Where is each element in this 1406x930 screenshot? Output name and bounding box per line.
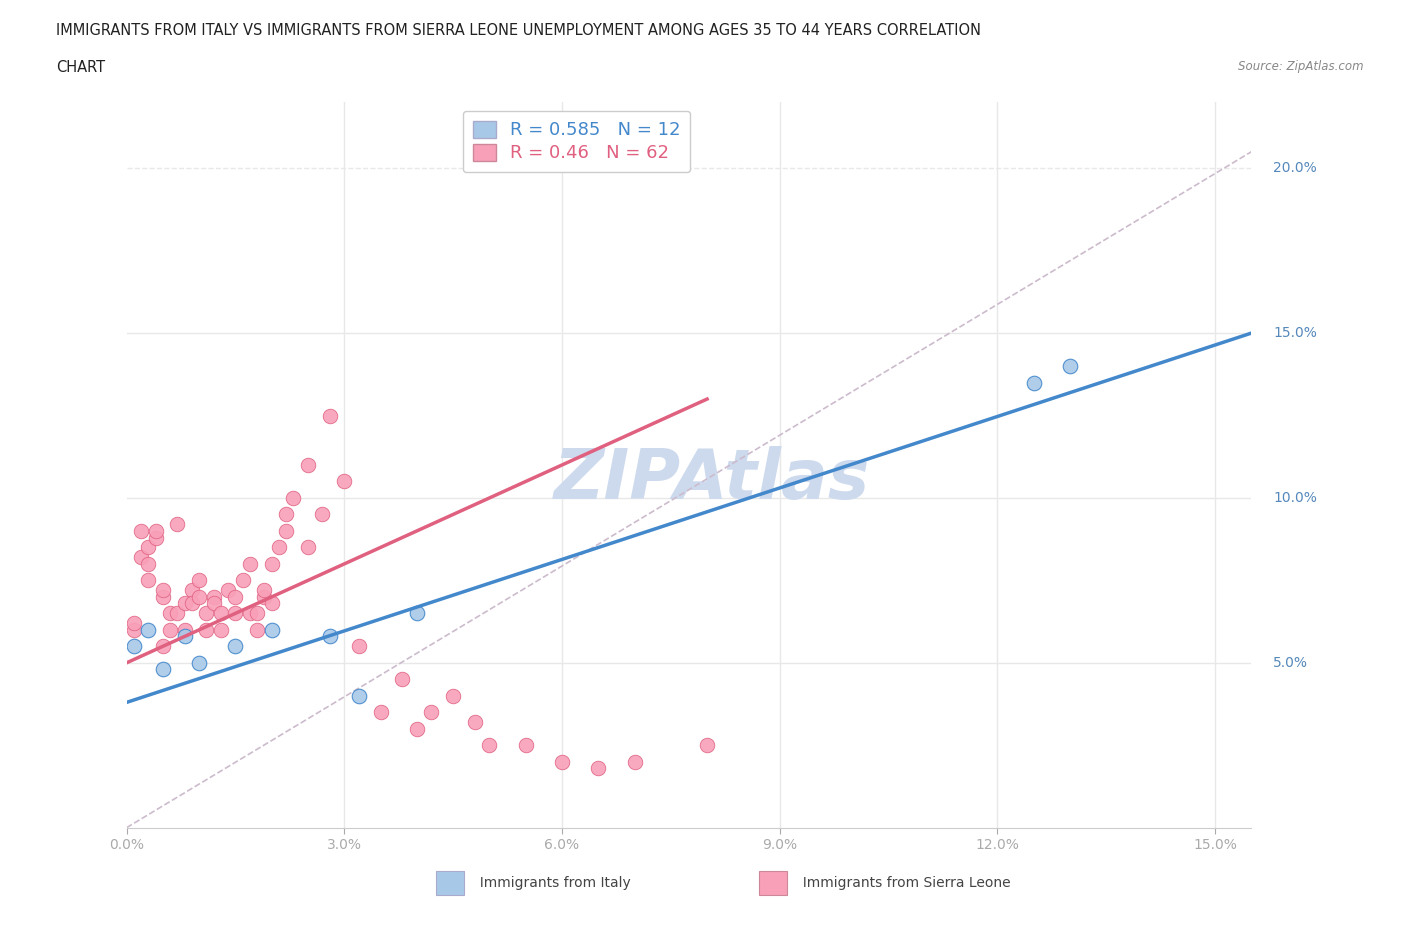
Legend: R = 0.585   N = 12, R = 0.46   N = 62: R = 0.585 N = 12, R = 0.46 N = 62 xyxy=(463,111,690,172)
Point xyxy=(239,556,262,571)
Point xyxy=(478,737,501,752)
Point xyxy=(232,573,254,588)
Point xyxy=(283,490,305,505)
Point xyxy=(122,622,145,637)
Point xyxy=(136,540,159,555)
Point xyxy=(173,629,195,644)
Point xyxy=(188,573,211,588)
Text: CHART: CHART xyxy=(56,60,105,75)
Point xyxy=(195,606,218,621)
Point xyxy=(347,688,370,703)
Point xyxy=(166,517,188,532)
Point xyxy=(441,688,464,703)
Point xyxy=(586,761,609,776)
Point xyxy=(122,639,145,654)
Point xyxy=(173,596,195,611)
Point xyxy=(180,583,202,598)
Point xyxy=(420,705,443,720)
Point xyxy=(246,606,269,621)
Text: 5.0%: 5.0% xyxy=(1272,656,1308,670)
Point xyxy=(122,616,145,631)
Point xyxy=(253,590,276,604)
Point xyxy=(136,573,159,588)
Point xyxy=(239,606,262,621)
Point xyxy=(276,524,298,538)
Point xyxy=(319,408,342,423)
Point xyxy=(159,606,181,621)
Text: ZIPAtlas: ZIPAtlas xyxy=(554,446,869,513)
Point xyxy=(297,458,319,472)
Point xyxy=(159,622,181,637)
Point xyxy=(253,583,276,598)
Point xyxy=(311,507,333,522)
Point xyxy=(129,524,152,538)
Point xyxy=(515,737,537,752)
Point xyxy=(136,556,159,571)
Point xyxy=(267,540,290,555)
Point xyxy=(224,590,246,604)
Point xyxy=(202,596,225,611)
Point xyxy=(152,639,174,654)
Point xyxy=(217,583,239,598)
Point xyxy=(246,622,269,637)
Point xyxy=(319,629,342,644)
Point xyxy=(152,662,174,677)
Text: Immigrants from Italy: Immigrants from Italy xyxy=(471,876,631,890)
Point xyxy=(145,530,167,545)
Point xyxy=(260,622,283,637)
Point xyxy=(405,606,427,621)
Point xyxy=(209,606,232,621)
Point xyxy=(297,540,319,555)
Text: 15.0%: 15.0% xyxy=(1272,326,1317,340)
Point xyxy=(464,715,486,730)
Point xyxy=(260,556,283,571)
Point xyxy=(370,705,392,720)
Point xyxy=(333,474,356,489)
Point xyxy=(202,590,225,604)
Point xyxy=(180,596,202,611)
Point xyxy=(1022,375,1045,390)
Point xyxy=(391,671,413,686)
Point xyxy=(129,550,152,565)
Point xyxy=(260,596,283,611)
Point xyxy=(347,639,370,654)
Point xyxy=(551,754,574,769)
Text: 10.0%: 10.0% xyxy=(1272,491,1317,505)
Point xyxy=(145,524,167,538)
Point xyxy=(188,590,211,604)
Point xyxy=(136,622,159,637)
Point xyxy=(195,622,218,637)
Point xyxy=(1059,359,1081,374)
Point xyxy=(224,639,246,654)
Point xyxy=(188,656,211,671)
Point xyxy=(152,590,174,604)
Text: Source: ZipAtlas.com: Source: ZipAtlas.com xyxy=(1239,60,1364,73)
Point xyxy=(405,722,427,737)
Text: IMMIGRANTS FROM ITALY VS IMMIGRANTS FROM SIERRA LEONE UNEMPLOYMENT AMONG AGES 35: IMMIGRANTS FROM ITALY VS IMMIGRANTS FROM… xyxy=(56,23,981,38)
Point xyxy=(623,754,645,769)
Point xyxy=(276,507,298,522)
Point xyxy=(696,737,718,752)
Point xyxy=(173,622,195,637)
Text: 20.0%: 20.0% xyxy=(1272,161,1317,175)
Point xyxy=(166,606,188,621)
Point xyxy=(152,583,174,598)
Point xyxy=(209,622,232,637)
Text: Immigrants from Sierra Leone: Immigrants from Sierra Leone xyxy=(794,876,1011,890)
Point xyxy=(224,606,246,621)
